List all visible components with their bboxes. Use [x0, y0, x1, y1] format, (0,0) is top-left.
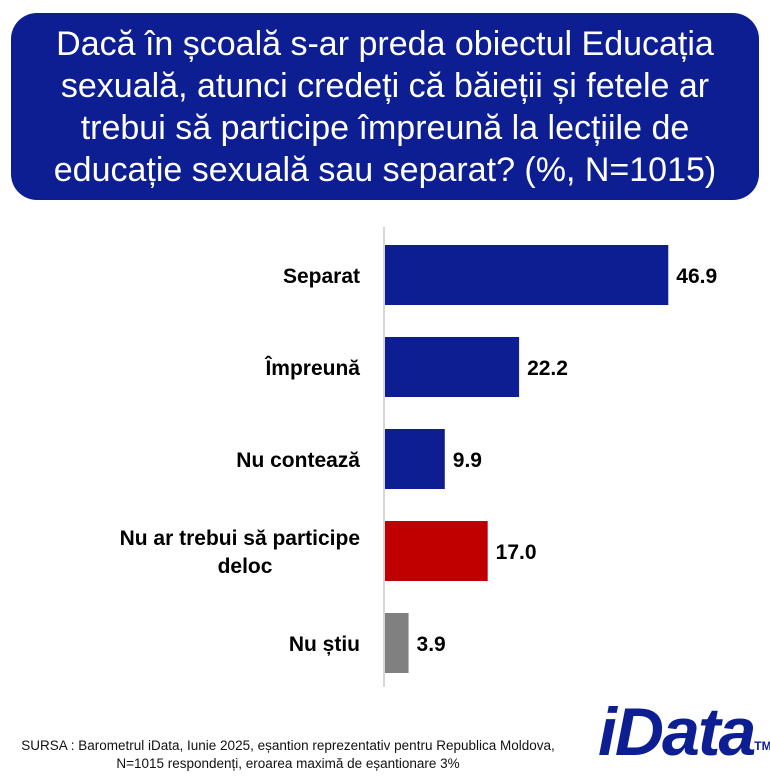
source-note: SURSA : Barometrul iData, Iunie 2025, eș… — [21, 738, 555, 771]
category-label: Nu ar trebui să participe deloc — [120, 527, 360, 578]
bar-chart: 46.9 Separat 22.2 Împreună 9.9 Nu contează 17.… — [120, 227, 717, 687]
bar — [385, 245, 669, 305]
value-label: 9.9 — [453, 449, 482, 472]
value-label: 17.0 — [496, 541, 537, 564]
category-label: Nu știu — [289, 633, 360, 656]
bar — [385, 521, 488, 581]
category-label: Împreună — [264, 356, 360, 380]
title-banner: Dacă în școală s-ar preda obiectul Educa… — [11, 13, 759, 200]
idata-logo: iDataTM — [598, 697, 770, 767]
bar — [385, 613, 409, 673]
value-label: 22.2 — [527, 357, 568, 380]
logo-text: iData — [598, 694, 756, 770]
bar — [385, 337, 520, 397]
chart-title: Dacă în școală s-ar preda obiectul Educa… — [53, 24, 717, 189]
value-label: 3.9 — [417, 633, 446, 656]
category-label: Separat — [283, 265, 360, 288]
category-label: Nu contează — [236, 449, 360, 472]
bar — [385, 429, 445, 489]
trademark-mark: TM — [754, 739, 770, 753]
value-label: 46.9 — [676, 265, 717, 288]
